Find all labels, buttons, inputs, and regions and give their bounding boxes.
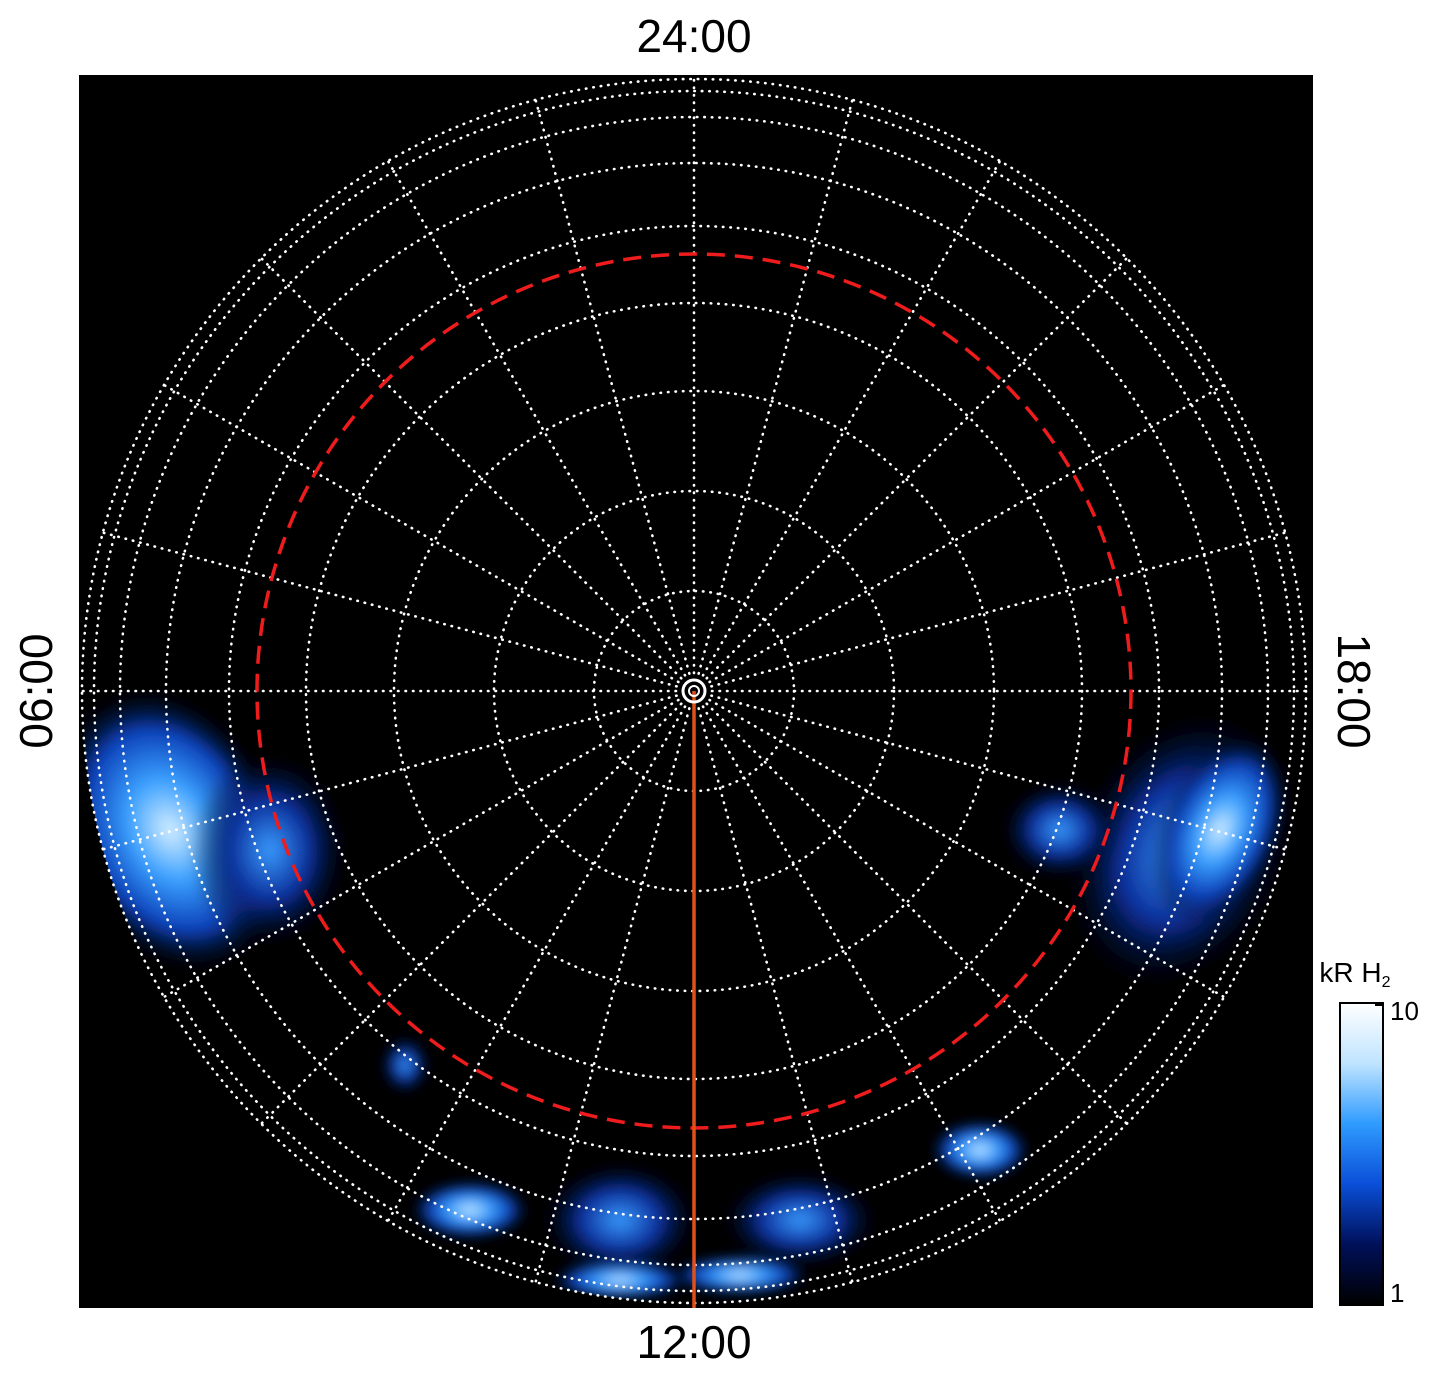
colorbar-label: kR H <box>1319 957 1381 988</box>
meridian <box>697 707 854 1284</box>
meridian <box>710 531 1287 688</box>
meridian <box>708 698 1226 999</box>
meridian <box>162 383 680 684</box>
time-label: 24:00 <box>636 10 751 62</box>
pole-marker <box>681 678 707 704</box>
time-label: 06:00 <box>10 633 62 748</box>
grid <box>80 77 1308 1308</box>
meridian <box>386 705 687 1223</box>
meridian <box>534 98 691 675</box>
meridian <box>534 707 691 1284</box>
colorbar-label-sub: 2 <box>1382 974 1391 991</box>
meridian <box>701 159 1002 677</box>
meridian <box>386 159 687 677</box>
time-label: 12:00 <box>636 1316 751 1368</box>
meridian <box>705 256 1129 680</box>
latitude-circle <box>392 389 996 993</box>
colorbar-title: kR H2 <box>1319 957 1390 991</box>
latitude-circle <box>227 224 1161 1158</box>
time-label: 18:00 <box>1328 633 1380 748</box>
meridian <box>259 702 683 1126</box>
meridian <box>101 694 678 851</box>
colorbar <box>1339 1002 1384 1306</box>
meridian <box>705 702 1129 1126</box>
meridian <box>701 705 1002 1223</box>
meridian <box>697 98 854 675</box>
colorbar-tick-label: 1 <box>1390 1278 1404 1308</box>
colorbar-tick-label: 10 <box>1390 996 1419 1026</box>
meridian <box>101 531 678 688</box>
meridian <box>708 383 1226 684</box>
latitude-circle <box>92 89 1296 1293</box>
meridian <box>710 694 1287 851</box>
pole-marker <box>688 685 700 697</box>
meridian <box>259 256 683 680</box>
meridian <box>162 698 680 999</box>
emission <box>82 686 1299 1300</box>
